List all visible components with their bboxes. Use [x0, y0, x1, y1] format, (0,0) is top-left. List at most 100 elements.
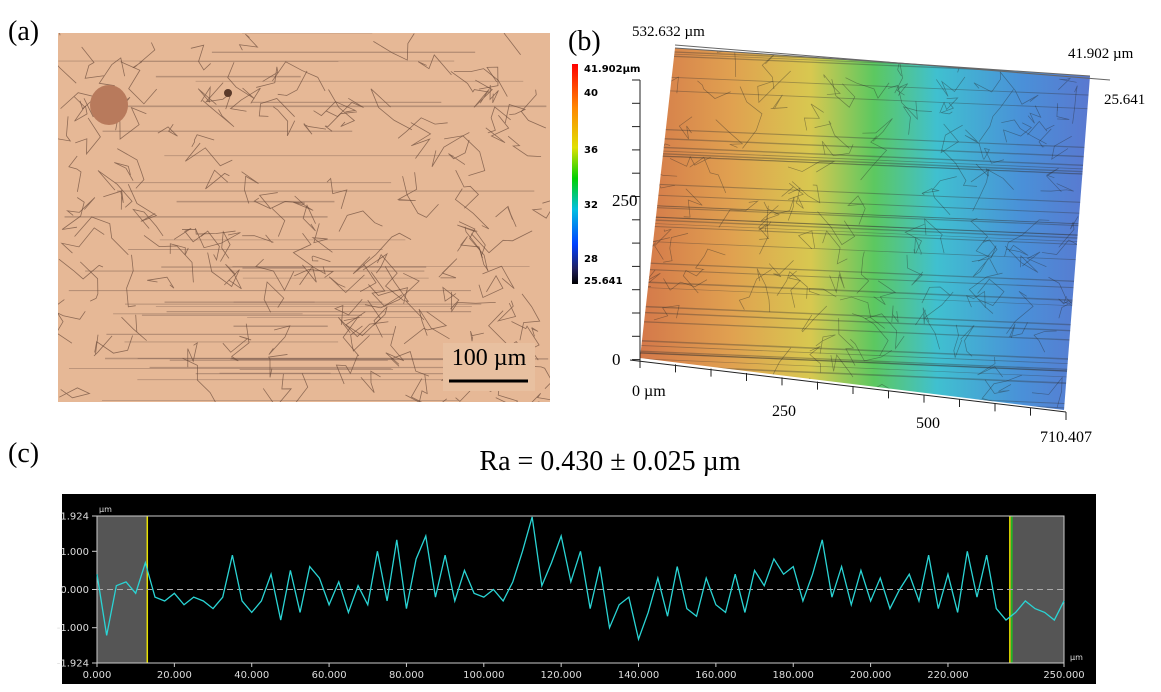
surface-map — [640, 48, 1090, 410]
grain-boundary — [74, 216, 129, 256]
grain-boundary — [410, 122, 432, 159]
grain-boundary — [776, 271, 808, 299]
grain-boundary — [787, 161, 836, 173]
grain-boundary — [640, 128, 658, 155]
grain-boundary — [739, 86, 763, 149]
axis-label: 25.641 — [1104, 92, 1145, 108]
grain-boundary — [61, 197, 85, 230]
grain-boundary — [255, 258, 295, 292]
grain-boundary — [759, 216, 769, 255]
grain-boundary — [58, 65, 77, 84]
grain-boundary — [669, 156, 711, 167]
grain-boundary — [350, 325, 370, 352]
grain-boundary — [495, 205, 517, 227]
scratch — [640, 222, 1090, 243]
grain-boundary — [342, 317, 360, 357]
grain-boundary — [847, 195, 866, 225]
grain-boundary — [390, 351, 430, 377]
scale-bar-box — [443, 343, 535, 391]
grain-boundary — [1002, 122, 1033, 143]
grain-boundary — [856, 251, 870, 294]
scratch — [640, 151, 1090, 174]
grain-boundary — [864, 313, 905, 350]
grain-boundary — [132, 208, 164, 237]
grain-boundary — [697, 80, 731, 99]
x-tick-label: 0.000 — [83, 670, 112, 681]
grain-boundary — [267, 354, 288, 378]
grain-boundary — [220, 230, 231, 262]
grain-boundary — [850, 339, 893, 362]
grain-boundary — [821, 141, 854, 157]
grain-boundary — [311, 255, 331, 263]
scratch — [640, 344, 1090, 366]
grain-boundary — [205, 82, 233, 110]
grain-boundary — [788, 187, 804, 209]
grain-boundary — [97, 170, 133, 208]
grain-boundary — [653, 304, 680, 321]
grain-boundary — [761, 51, 778, 90]
grain-boundary — [263, 281, 285, 313]
grain-boundary — [757, 70, 791, 104]
grain-boundary — [1006, 244, 1029, 256]
grain-boundary — [1001, 119, 1047, 145]
grain-boundary — [888, 84, 918, 120]
panel-label: (b) — [568, 26, 601, 57]
grain-boundary — [270, 201, 305, 237]
grain-boundary — [953, 324, 963, 359]
scratch — [640, 339, 1090, 362]
grain-boundary — [121, 314, 147, 341]
grain-boundary — [1040, 183, 1074, 192]
grain-boundary — [478, 66, 499, 90]
grain-boundary — [978, 89, 1014, 142]
grain-boundary — [940, 123, 963, 154]
grain-boundary — [860, 135, 888, 181]
grain-boundary — [431, 132, 470, 167]
axis-line — [629, 359, 1067, 413]
grain-boundary — [531, 327, 539, 337]
grain-boundary — [405, 374, 428, 402]
grain-boundary — [732, 395, 750, 410]
grain-boundary — [325, 97, 364, 117]
grain-boundary — [840, 296, 885, 329]
grain-boundary — [256, 66, 279, 88]
scratch — [640, 193, 1090, 215]
grain-boundary — [787, 270, 801, 308]
grain-boundary — [530, 365, 550, 389]
grain-boundary — [194, 228, 241, 249]
grain-boundary — [98, 57, 126, 87]
grain-boundary — [831, 79, 856, 108]
grain-boundary — [941, 149, 978, 187]
grain-boundary — [230, 323, 250, 362]
grain-boundary — [185, 142, 233, 167]
grain-boundary — [838, 318, 856, 366]
chart-title: Ra = 0.430 ± 0.025 µm — [479, 446, 740, 477]
grain-boundary — [352, 256, 377, 293]
grain-boundary — [1072, 85, 1078, 124]
grain-boundary — [922, 176, 957, 194]
grain-boundary — [303, 123, 327, 135]
scratch — [640, 357, 1090, 379]
surface-texture — [640, 48, 1090, 410]
grain-boundary — [450, 291, 496, 313]
grain-boundary — [117, 148, 145, 189]
grain-boundary — [921, 187, 951, 215]
y-tick-label: 1.924 — [60, 512, 89, 523]
grain-boundary — [60, 227, 105, 254]
grain-boundary — [450, 71, 490, 93]
grain-boundary — [1058, 216, 1079, 248]
grain-boundary — [485, 114, 510, 144]
x-tick-label: 120.000 — [540, 670, 581, 681]
grain-boundary — [891, 305, 899, 323]
colorbar-label: 36 — [584, 145, 598, 156]
scratch — [640, 286, 1090, 308]
grain-boundary — [454, 188, 490, 230]
grain-boundary — [294, 269, 335, 278]
scratch — [640, 268, 1090, 290]
inclusion — [90, 85, 128, 125]
grain-boundary — [242, 234, 274, 243]
grain-boundary — [487, 106, 511, 134]
grain-boundary — [418, 308, 450, 340]
grain-boundary — [227, 62, 255, 99]
x-unit: µm — [1070, 653, 1083, 662]
